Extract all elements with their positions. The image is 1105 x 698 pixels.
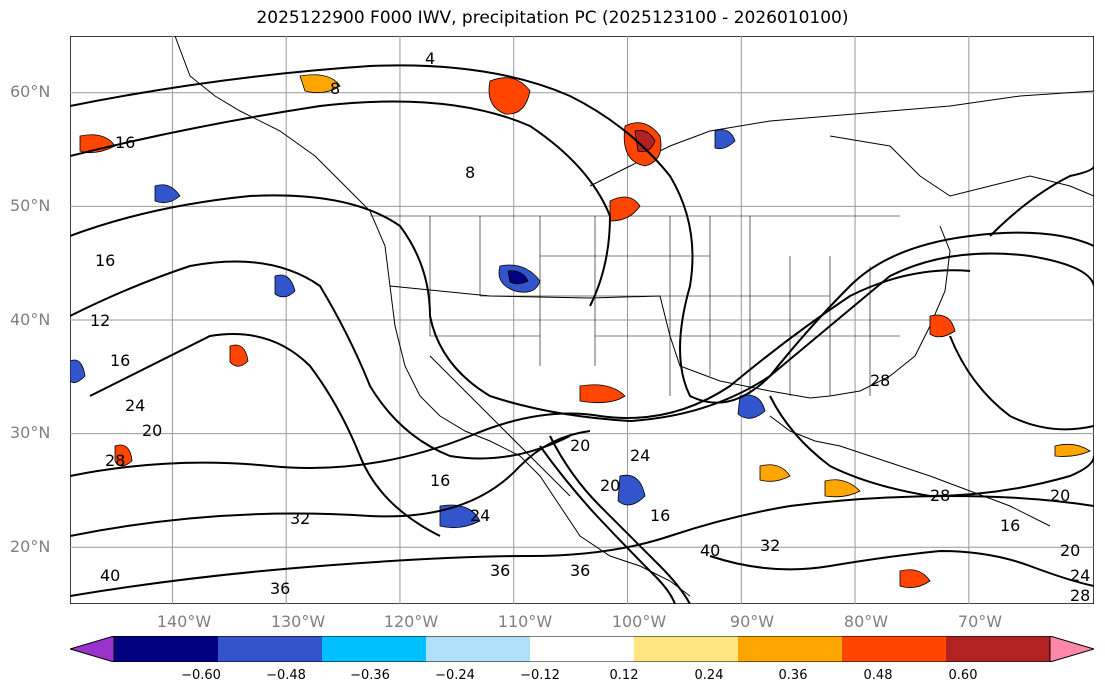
- contour-label: 16: [1000, 516, 1020, 535]
- lon-label-80w: 80°W: [843, 612, 889, 631]
- colorbar-extend-high: [1049, 636, 1094, 662]
- contour-label: 8: [330, 79, 340, 98]
- contour-label: 36: [570, 561, 590, 580]
- contour-label: 40: [100, 566, 120, 585]
- lat-label-20: 20°N: [10, 537, 51, 556]
- graticule: [70, 36, 1094, 604]
- colorbar-extend-low: [70, 636, 115, 662]
- contour-label: 20: [1060, 541, 1080, 560]
- contour-label: 32: [760, 536, 780, 555]
- contour-label: 28: [105, 451, 125, 470]
- contour-label: 36: [490, 561, 510, 580]
- map-title: 2025122900 F000 IWV, precipitation PC (2…: [256, 8, 849, 28]
- contour-label: 20: [600, 476, 620, 495]
- iwv-contours: [70, 64, 1094, 604]
- lat-label-60: 60°N: [10, 82, 51, 101]
- contour-label: 20: [570, 436, 590, 455]
- contour-label: 4: [425, 49, 435, 68]
- lat-label-40: 40°N: [10, 310, 51, 329]
- contour-label: 24: [630, 446, 650, 465]
- colorbar-tick: 0.60: [948, 668, 978, 683]
- precip-shading: [70, 74, 1091, 589]
- colorbar-tick: 0.12: [609, 668, 639, 683]
- contour-label: 28: [1070, 586, 1090, 604]
- colorbar-frame: [113, 636, 1051, 662]
- contour-label: 28: [870, 371, 890, 390]
- contour-label: 40: [700, 541, 720, 560]
- colorbar-segment: [530, 636, 634, 662]
- contour-label: 16: [95, 251, 115, 270]
- lat-label-30: 30°N: [10, 423, 51, 442]
- state-borders: [370, 215, 900, 396]
- contour-label: 24: [1070, 566, 1090, 585]
- contour-label: 28: [930, 486, 950, 505]
- lon-label-70w: 70°W: [957, 612, 1003, 631]
- colorbar-tick: −0.12: [520, 668, 560, 683]
- colorbar-segment: [218, 636, 322, 662]
- lon-label-130w: 130°W: [270, 612, 326, 631]
- contour-label: 20: [1050, 486, 1070, 505]
- lat-label-50: 50°N: [10, 196, 51, 215]
- contour-label: 16: [110, 351, 130, 370]
- lon-label-100w: 100°W: [611, 612, 667, 631]
- contour-label: 24: [125, 396, 145, 415]
- lon-label-110w: 110°W: [497, 612, 553, 631]
- colorbar-segment: [738, 636, 842, 662]
- colorbar-segment: [842, 636, 946, 662]
- contour-label: 32: [290, 509, 310, 528]
- colorbar-tick: 0.24: [694, 668, 724, 683]
- lon-label-120w: 120°W: [383, 612, 439, 631]
- contour-label: 16: [430, 471, 450, 490]
- colorbar-segment: [634, 636, 738, 662]
- colorbar-tick: −0.48: [266, 668, 306, 683]
- colorbar-tick: −0.60: [181, 668, 221, 683]
- contour-label: 36: [270, 579, 290, 598]
- colorbar-tick: −0.36: [350, 668, 390, 683]
- contour-label: 16: [650, 506, 670, 525]
- contour-label: 24: [470, 506, 490, 525]
- colorbar-tick: 0.36: [778, 668, 808, 683]
- colorbar-segment: [322, 636, 426, 662]
- contour-label: 12: [90, 311, 110, 330]
- colorbar-tick: 0.48: [863, 668, 893, 683]
- colorbar-segment: [114, 636, 218, 662]
- colorbar-segment: [426, 636, 530, 662]
- lon-label-90w: 90°W: [729, 612, 775, 631]
- colorbar: [70, 636, 1094, 662]
- contour-label: 16: [115, 133, 135, 152]
- contour-label: 8: [465, 163, 475, 182]
- colorbar-tick: −0.24: [435, 668, 475, 683]
- colorbar-segment: [946, 636, 1050, 662]
- lon-label-140w: 140°W: [156, 612, 212, 631]
- contour-label: 20: [142, 421, 162, 440]
